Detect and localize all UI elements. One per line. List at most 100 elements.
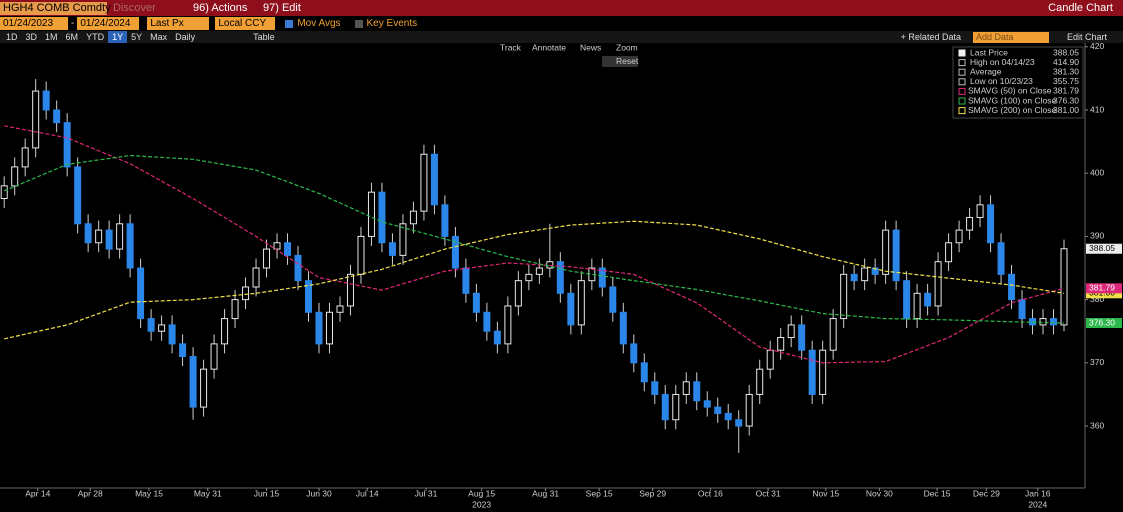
candle-body	[84, 223, 92, 244]
actions-menu[interactable]: 96) Actions	[193, 2, 248, 14]
candle-body	[630, 343, 638, 364]
candle-body	[567, 292, 575, 326]
candle-body	[252, 267, 260, 288]
period-button[interactable]: 6M	[65, 32, 79, 42]
mov-avgs[interactable]: Mov Avgs	[297, 18, 341, 29]
candle-body	[997, 242, 1005, 275]
legend-box	[952, 46, 1084, 119]
candle-body	[451, 235, 459, 269]
x-tick-label: Dec 15	[924, 488, 951, 498]
candle-body	[703, 400, 711, 408]
candle-body	[504, 305, 512, 345]
candle-body	[200, 368, 208, 408]
candle-body	[346, 273, 354, 307]
value-tag	[1086, 243, 1122, 254]
checkbox[interactable]	[354, 19, 363, 28]
reset-label[interactable]: Reset	[616, 56, 639, 66]
value-tag	[1086, 318, 1122, 329]
period-button[interactable]: 1M	[45, 32, 58, 42]
legend-icon	[958, 78, 966, 86]
end-date[interactable]: 01/24/2024	[77, 17, 140, 30]
candle-body	[325, 311, 333, 345]
candle-body	[32, 90, 40, 149]
period-button[interactable]: 3D	[25, 32, 38, 42]
period-button[interactable]: Max	[150, 32, 168, 42]
candle-body	[955, 229, 963, 244]
candle-body	[53, 109, 61, 124]
candle-body	[116, 223, 124, 250]
candle-body	[158, 324, 166, 332]
moving-average	[4, 125, 1065, 364]
candle-body	[682, 381, 690, 395]
candle-body	[357, 235, 365, 275]
candle-body	[221, 318, 229, 345]
reset-button[interactable]	[602, 56, 638, 67]
table-button[interactable]: Table	[253, 32, 275, 42]
candle-body	[976, 204, 984, 218]
period-button[interactable]: 5Y	[131, 32, 143, 42]
frequency[interactable]: Daily	[175, 32, 196, 42]
legend-value: 381.79	[1053, 86, 1079, 96]
candle-body	[179, 343, 187, 358]
y-tick-label: 380	[1090, 294, 1104, 304]
candle-body	[756, 368, 764, 395]
period-button[interactable]: 1Y	[108, 31, 128, 43]
candle-body	[105, 229, 113, 250]
legend-icon	[958, 87, 966, 95]
candle-body	[903, 280, 911, 320]
x-tick-label: Oct 16	[698, 488, 723, 498]
x-tick-label: Aug 15	[468, 488, 495, 498]
currency-select[interactable]: Local CCY	[215, 17, 276, 30]
edit-chart[interactable]: Edit Chart	[1066, 32, 1107, 42]
value-tag-label: 381.79	[1089, 283, 1115, 293]
period-button[interactable]: YTD	[86, 32, 105, 42]
x-tick-label: Aug 31	[532, 488, 559, 498]
candle-body	[441, 204, 449, 237]
candle-body	[483, 311, 491, 332]
start-date[interactable]: 01/24/2023	[0, 17, 68, 30]
date-dash: -	[71, 18, 75, 29]
candle-body	[294, 254, 302, 282]
y-tick-label: 390	[1090, 231, 1104, 241]
legend-label: SMAVG (200) on Close	[968, 105, 1056, 115]
value-tag-label: 388.05	[1089, 243, 1115, 253]
tool[interactable]: Zoom	[616, 43, 638, 52]
add-data[interactable]: Add Data	[972, 31, 1049, 43]
candle-body	[714, 406, 722, 414]
candle-body	[525, 273, 533, 282]
moving-average	[4, 220, 1065, 340]
x-tick-label: Nov 15	[812, 488, 839, 498]
tool[interactable]: News	[580, 43, 601, 52]
legend-icon	[958, 49, 966, 57]
ticker[interactable]: HGH4 COMB Comdty	[0, 1, 111, 15]
candle-body	[924, 292, 932, 307]
candle-body	[892, 229, 900, 282]
legend-label: SMAVG (100) on Close	[968, 95, 1056, 105]
edit-menu[interactable]: 97) Edit	[263, 2, 301, 14]
candle-body	[619, 311, 627, 345]
x-tick-label: Jun 15	[254, 488, 280, 498]
candle-body	[535, 267, 543, 275]
candle-body	[420, 153, 428, 212]
discover[interactable]: Discover	[113, 2, 156, 14]
field-select[interactable]: Last Px	[147, 17, 210, 30]
candle-body	[913, 292, 921, 320]
related-data[interactable]: + Related Data	[900, 32, 961, 42]
candle-body	[137, 267, 145, 320]
candle-body	[735, 419, 743, 427]
x-tick-label: Dec 29	[973, 488, 1000, 498]
legend-value: 376.30	[1053, 95, 1079, 105]
tool[interactable]: Track	[500, 43, 522, 52]
x-tick-label: Jul 14	[356, 488, 379, 498]
tool[interactable]: Annotate	[532, 43, 566, 52]
candle-body	[388, 242, 396, 256]
x-tick-label: Jan 16	[1025, 488, 1051, 498]
candle-body	[829, 318, 837, 351]
candle-body	[0, 185, 8, 199]
period-button[interactable]: 1D	[6, 32, 18, 42]
legend-value: 388.05	[1053, 47, 1079, 57]
title-bar: HGH4 COMB Comdty Discover 96) Actions 97…	[0, 0, 1123, 16]
checkbox[interactable]	[285, 19, 294, 28]
legend-label: Low on 10/23/23	[970, 76, 1033, 86]
key-events[interactable]: Key Events	[366, 18, 418, 29]
